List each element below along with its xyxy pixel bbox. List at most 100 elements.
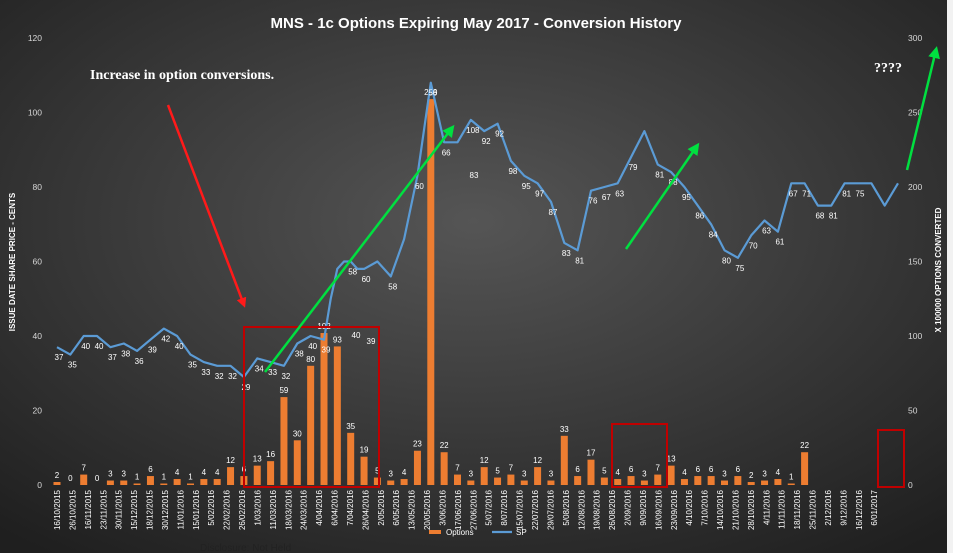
x-tick-label: 30/12/2015	[161, 489, 170, 530]
options-bar	[467, 480, 475, 485]
bar-data-label: 17	[587, 449, 596, 458]
options-bar	[373, 477, 381, 485]
x-tick-label: 6/01/2017	[870, 489, 879, 525]
bar-data-label: 4	[202, 468, 207, 477]
x-tick-label: 6/05/2016	[392, 489, 401, 525]
y-right-axis-label: X 100000 OPTIONS CONVERTED	[934, 207, 943, 332]
sp-data-label: 58	[388, 282, 397, 291]
sp-data-label: 37	[108, 353, 117, 362]
x-tick-label: 6/04/2016	[331, 489, 340, 525]
bar-data-label: 3	[522, 470, 527, 479]
options-bar	[507, 474, 515, 485]
bar-data-label: 3	[389, 470, 394, 479]
sp-data-label: 95	[682, 193, 691, 202]
options-bar	[774, 479, 782, 485]
bar-data-label: 7	[656, 464, 661, 473]
sp-data-label: 81	[829, 212, 838, 221]
chart-title: MNS - 1c Options Expiring May 2017 - Con…	[271, 15, 683, 32]
y-left-tick: 60	[33, 257, 43, 267]
bar-data-label: 80	[306, 355, 315, 364]
footer-disclosure: Disclosure: Not Held	[200, 543, 291, 553]
options-bar	[761, 480, 769, 485]
bar-data-label: 13	[253, 455, 262, 464]
y-right-axis: 0 50 100 150 200 250 300	[908, 33, 922, 490]
x-tick-label: 26/10/2015	[68, 489, 77, 530]
options-bar	[707, 476, 715, 485]
sp-data-label: 76	[589, 197, 598, 206]
options-bar	[587, 459, 595, 485]
sp-data-label: 60	[415, 182, 424, 191]
x-tick-label: 7/10/2016	[701, 489, 710, 525]
sp-data-label: 67	[789, 189, 798, 198]
extra-label-40: 40	[352, 331, 361, 340]
bar-data-label: 6	[709, 465, 714, 474]
sp-data-label: 83	[562, 249, 571, 258]
options-bar	[253, 465, 261, 485]
options-bar	[187, 483, 194, 485]
x-tick-label: 26/08/2016	[608, 489, 617, 530]
x-axis: 16/10/2015 26/10/2015 16/11/2015 23/11/2015…	[53, 489, 879, 530]
bar-data-label: 4	[175, 468, 180, 477]
x-tick-label: 18/12/2015	[146, 489, 155, 530]
bar-data-label: 30	[293, 429, 302, 438]
options-bar	[654, 474, 662, 485]
x-tick-label: 25/11/2016	[809, 489, 818, 529]
bar-data-label: 3	[469, 470, 474, 479]
sp-data-label: 92	[495, 130, 504, 139]
x-tick-label: 26/04/2016	[361, 489, 370, 530]
options-bar	[80, 474, 88, 485]
bar-data-label: 1	[789, 473, 794, 482]
x-tick-label: 11/11/2016	[778, 489, 787, 528]
bar-data-label: 4	[402, 468, 407, 477]
bar-data-label: 3	[108, 470, 113, 479]
bar-data-label: 3	[762, 470, 767, 479]
x-tick-label: 15/01/2016	[192, 489, 201, 530]
sp-data-label: 98	[508, 167, 517, 176]
bar-data-label: 6	[629, 465, 634, 474]
options-bar	[614, 479, 622, 485]
options-bar	[721, 480, 728, 485]
red-arrow	[166, 104, 247, 308]
bar-data-label: 5	[495, 467, 500, 476]
options-bar	[667, 465, 675, 485]
sp-data-label: 56	[428, 89, 437, 98]
bar-data-label: 59	[279, 386, 288, 395]
bar-data-label: 7	[455, 464, 460, 473]
sp-data-label: 75	[856, 189, 865, 198]
bar-data-label: 0	[68, 474, 73, 483]
x-tick-label: 9/09/2016	[639, 489, 648, 525]
options-bar	[627, 476, 635, 485]
options-bar	[160, 483, 168, 485]
sp-data-label: 33	[201, 368, 210, 377]
y-right-tick: 100	[908, 331, 922, 341]
options-bar	[267, 461, 275, 485]
sp-data-label: 63	[762, 227, 771, 236]
sp-data-label: 88	[669, 178, 678, 187]
x-tick-label: 22/02/2016	[223, 489, 232, 530]
options-bar	[293, 440, 301, 485]
sp-data-label: 38	[121, 349, 130, 358]
highlight-box-3	[877, 429, 905, 488]
sp-data-label: 39	[322, 346, 331, 355]
bar-data-label: 35	[346, 422, 355, 431]
options-bar	[480, 467, 488, 485]
bar-data-label: 1	[162, 473, 167, 482]
sp-data-label: 34	[255, 364, 264, 373]
x-tick-label: 30/11/2015	[115, 489, 124, 529]
annotation-question: ????	[874, 61, 902, 76]
bar-data-label: 2	[749, 471, 754, 480]
green-arrow-1	[264, 124, 455, 373]
sp-data-label: 40	[175, 342, 184, 351]
sp-data-label: 66	[442, 148, 451, 157]
y-right-tick: 0	[908, 480, 913, 490]
options-bar	[106, 480, 114, 485]
legend-sp-label: SP	[516, 528, 527, 537]
bar-data-label: 12	[533, 456, 542, 465]
options-bars	[53, 99, 809, 485]
options-bar	[534, 467, 542, 485]
x-tick-label: 18/03/2016	[284, 489, 293, 530]
y-left-axis-label: ISSUE DATE SHARE PRICE - CENTS	[8, 192, 17, 331]
x-tick-label: 5/07/2016	[485, 489, 494, 525]
sp-data-label: 33	[268, 368, 277, 377]
